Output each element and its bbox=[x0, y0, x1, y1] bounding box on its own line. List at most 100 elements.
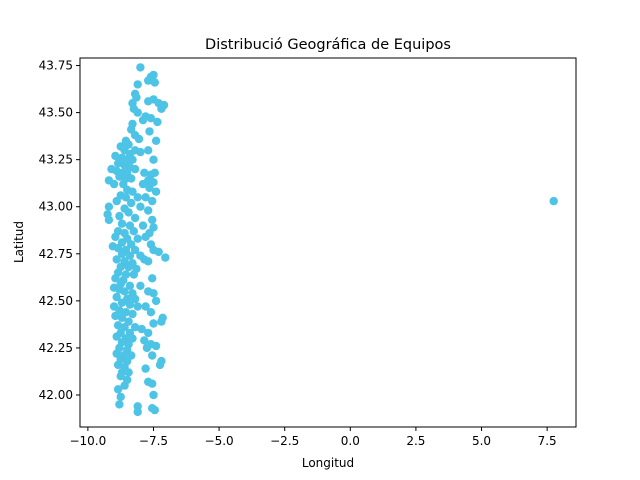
data-point bbox=[141, 232, 150, 242]
data-point bbox=[112, 292, 121, 302]
y-axis-label: Latitud bbox=[12, 221, 26, 263]
data-point bbox=[115, 211, 124, 221]
data-point bbox=[113, 159, 123, 168]
data-point bbox=[133, 302, 142, 311]
x-axis: −10.0 −7.5 −5.0 −2.5 0.0 2.5 5.0 7.5 bbox=[69, 427, 557, 448]
data-point bbox=[130, 164, 140, 174]
data-point bbox=[155, 360, 165, 370]
data-point bbox=[112, 255, 121, 264]
y-tick-label: 42.75 bbox=[39, 247, 73, 261]
data-point bbox=[111, 311, 120, 321]
data-point bbox=[111, 232, 120, 242]
data-point bbox=[130, 294, 140, 304]
y-axis: 42.00 42.25 42.50 42.75 43.00 43.25 43.50 43.75 bbox=[39, 59, 80, 402]
x-tick-label: 7.5 bbox=[538, 434, 557, 448]
data-point bbox=[148, 215, 157, 225]
data-point bbox=[125, 251, 135, 260]
data-point bbox=[136, 281, 145, 290]
y-tick-label: 43.00 bbox=[39, 200, 73, 214]
data-point bbox=[149, 155, 158, 164]
data-point bbox=[148, 379, 157, 388]
data-point bbox=[138, 179, 148, 189]
data-point bbox=[113, 321, 123, 330]
y-tick-label: 43.50 bbox=[39, 106, 73, 120]
data-point bbox=[130, 245, 140, 255]
data-point bbox=[127, 174, 136, 183]
data-point bbox=[130, 323, 140, 332]
x-tick-label: −5.0 bbox=[205, 434, 234, 448]
points-layer bbox=[103, 63, 558, 417]
y-tick-label: 42.50 bbox=[39, 294, 73, 308]
data-point bbox=[134, 134, 144, 144]
plot-frame bbox=[79, 57, 577, 428]
data-point bbox=[141, 193, 150, 202]
data-point bbox=[149, 289, 158, 298]
data-point bbox=[149, 70, 158, 80]
data-point bbox=[120, 381, 129, 390]
data-point bbox=[149, 319, 158, 328]
data-point bbox=[154, 247, 163, 257]
data-point bbox=[120, 287, 129, 296]
data-point bbox=[148, 351, 157, 360]
data-point bbox=[133, 234, 142, 243]
data-point bbox=[121, 193, 131, 202]
data-point bbox=[150, 78, 159, 87]
data-point bbox=[133, 407, 142, 417]
data-point bbox=[124, 368, 133, 377]
data-point bbox=[141, 364, 150, 373]
data-point bbox=[124, 208, 133, 217]
data-point bbox=[129, 270, 138, 279]
data-point bbox=[141, 302, 150, 311]
y-tick-label: 43.75 bbox=[39, 59, 73, 73]
data-point bbox=[133, 80, 142, 89]
data-point bbox=[151, 341, 161, 351]
data-point bbox=[111, 274, 120, 283]
data-point bbox=[127, 198, 136, 208]
data-point bbox=[125, 281, 135, 290]
data-point bbox=[145, 127, 154, 136]
data-point bbox=[138, 115, 148, 125]
data-point bbox=[137, 324, 146, 334]
data-point bbox=[133, 193, 142, 202]
data-point bbox=[146, 114, 156, 123]
data-point bbox=[130, 213, 140, 223]
data-point bbox=[117, 298, 127, 307]
x-axis-label: Longitud bbox=[302, 456, 354, 470]
data-point bbox=[153, 117, 162, 127]
data-point bbox=[117, 313, 127, 322]
data-point bbox=[113, 360, 123, 370]
data-point bbox=[157, 317, 166, 326]
data-point bbox=[133, 108, 142, 117]
data-point bbox=[144, 328, 153, 338]
data-point bbox=[104, 202, 114, 211]
data-point bbox=[136, 147, 145, 157]
data-point bbox=[161, 253, 170, 262]
data-point bbox=[150, 405, 159, 415]
data-point bbox=[115, 400, 124, 409]
data-point bbox=[128, 187, 137, 196]
data-point bbox=[151, 187, 161, 196]
data-point bbox=[112, 332, 121, 341]
data-point bbox=[148, 274, 157, 283]
data-point bbox=[124, 262, 133, 272]
data-point bbox=[128, 155, 137, 164]
data-point bbox=[142, 343, 152, 353]
data-point bbox=[113, 385, 123, 394]
data-point bbox=[138, 221, 148, 230]
data-point bbox=[157, 104, 166, 114]
y-tick-label: 42.25 bbox=[39, 341, 73, 355]
data-point bbox=[145, 183, 154, 193]
data-point bbox=[125, 300, 135, 309]
data-point bbox=[150, 168, 159, 177]
data-point bbox=[144, 97, 153, 106]
data-point bbox=[144, 76, 153, 85]
data-point bbox=[140, 336, 149, 345]
data-point bbox=[128, 309, 137, 319]
data-point bbox=[549, 196, 558, 206]
chart-title: Distribució Geográfica de Equipos bbox=[205, 37, 451, 53]
x-tick-label: 2.5 bbox=[406, 434, 425, 448]
data-point bbox=[129, 227, 138, 236]
data-point bbox=[104, 215, 114, 225]
data-point bbox=[111, 151, 120, 161]
data-point bbox=[112, 196, 121, 206]
